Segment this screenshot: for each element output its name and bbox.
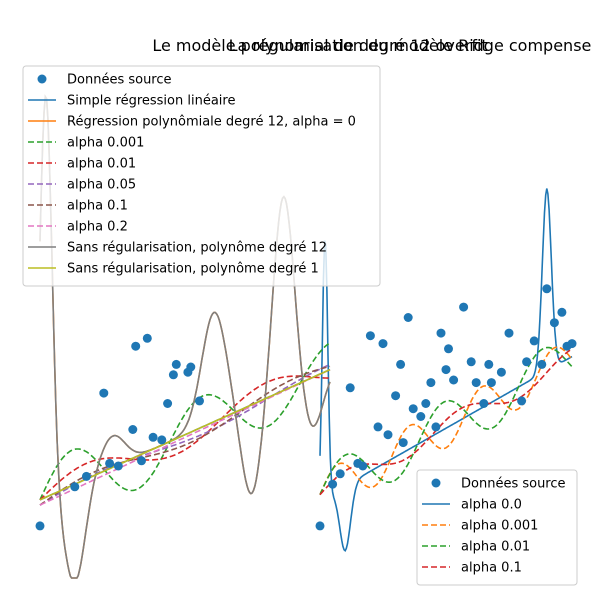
data-point-1-35 <box>542 284 552 294</box>
data-point-0-9 <box>142 333 152 343</box>
data-point-1-39 <box>567 339 577 349</box>
legend-label-4: alpha 0.1 <box>461 561 522 576</box>
legend-overfit: Données source Simple régression linéaire… <box>22 65 381 287</box>
data-point-0-6 <box>128 425 138 434</box>
data-point-1-32 <box>522 357 532 367</box>
legend-label-7: alpha 0.2 <box>67 220 128 235</box>
legend-label-3: alpha 0.001 <box>67 136 144 151</box>
data-point-1-31 <box>517 396 527 406</box>
data-point-1-10 <box>391 391 401 401</box>
data-point-1-18 <box>431 422 441 432</box>
data-point-1-14 <box>408 404 418 414</box>
data-point-0-1 <box>70 482 80 492</box>
data-point-1-13 <box>403 313 413 322</box>
legend-marker-0 <box>37 74 47 84</box>
data-point-0-8 <box>137 456 146 466</box>
data-point-1-3 <box>345 383 355 393</box>
overfit-plot <box>35 94 331 579</box>
data-point-1-12 <box>398 438 408 448</box>
legend-label-1: alpha 0.0 <box>461 498 522 513</box>
data-point-0-2 <box>81 471 91 481</box>
data-point-1-37 <box>557 307 567 317</box>
data-point-0-5 <box>113 461 123 471</box>
data-point-1-20 <box>441 365 451 375</box>
data-point-1-26 <box>479 399 489 408</box>
data-point-1-0 <box>315 521 325 531</box>
legend-label-2: alpha 0.001 <box>461 519 538 534</box>
data-point-1-22 <box>449 375 459 385</box>
legend-label-5: alpha 0.05 <box>67 178 136 193</box>
data-point-0-16 <box>186 362 196 372</box>
data-point-1-25 <box>471 378 481 388</box>
series-line-0-8 <box>39 368 331 501</box>
data-point-0-14 <box>171 359 181 369</box>
data-point-1-1 <box>328 479 338 489</box>
chart-title-overfit: Le modèle polynomial de degré 12 overfit <box>152 36 487 55</box>
data-point-0-12 <box>163 399 173 408</box>
data-point-1-33 <box>529 336 539 346</box>
legend-label-9: Sans régularisation, polynôme degré 1 <box>67 262 319 277</box>
data-point-0-7 <box>131 341 141 351</box>
legend-label-0: Données source <box>461 477 566 492</box>
data-point-0-10 <box>148 432 158 442</box>
series-line-1-0 <box>319 188 573 552</box>
data-point-1-19 <box>436 328 446 338</box>
series-line-0-2 <box>39 342 331 501</box>
data-point-1-11 <box>396 359 406 369</box>
legend-label-4: alpha 0.01 <box>67 157 136 172</box>
series-line-1-3 <box>319 348 573 496</box>
ridge-plot <box>315 188 577 552</box>
legend-label-6: alpha 0.1 <box>67 199 128 214</box>
data-point-1-24 <box>466 357 476 367</box>
data-point-1-15 <box>416 412 426 421</box>
chart-title-ridge: La régularisation du modèle Ridge compen… <box>229 36 592 55</box>
data-point-0-11 <box>157 435 167 445</box>
legend-label-8: Sans régularisation, polynôme degré 12 <box>67 241 327 256</box>
legend-label-2: Régression polynômiale degré 12, alpha =… <box>67 115 356 130</box>
data-point-1-2 <box>335 469 345 479</box>
data-point-1-23 <box>459 302 469 312</box>
legend-label-1: Simple régression linéaire <box>67 94 235 109</box>
legend-ridge: Données source alpha 0.0 alpha 0.001 alpha … <box>416 469 578 586</box>
data-point-1-30 <box>504 328 514 338</box>
legend-marker-0 <box>431 478 441 488</box>
data-point-1-29 <box>496 367 506 377</box>
data-point-0-4 <box>105 458 115 468</box>
legend-label-0: Données source <box>67 73 172 88</box>
data-point-0-3 <box>99 388 109 398</box>
legend-frame <box>22 65 381 287</box>
data-point-1-36 <box>549 318 559 328</box>
series-line-0-6 <box>39 368 331 506</box>
data-point-1-6 <box>365 331 375 341</box>
data-point-1-8 <box>378 339 388 349</box>
data-point-1-5 <box>358 461 368 471</box>
data-point-1-34 <box>537 359 547 369</box>
data-point-0-0 <box>35 521 45 531</box>
data-point-1-7 <box>373 422 383 432</box>
data-point-1-21 <box>444 344 453 354</box>
data-point-1-27 <box>484 359 494 369</box>
legend-label-3: alpha 0.01 <box>461 540 530 555</box>
series-line-1-1 <box>319 346 573 496</box>
data-point-0-17 <box>195 396 204 406</box>
data-point-1-9 <box>383 430 393 440</box>
legend-frame <box>416 469 578 586</box>
data-point-1-28 <box>486 378 496 388</box>
series-line-0-3 <box>39 375 330 501</box>
data-point-0-13 <box>168 370 178 380</box>
data-point-1-16 <box>421 399 431 408</box>
data-point-1-17 <box>426 378 436 388</box>
